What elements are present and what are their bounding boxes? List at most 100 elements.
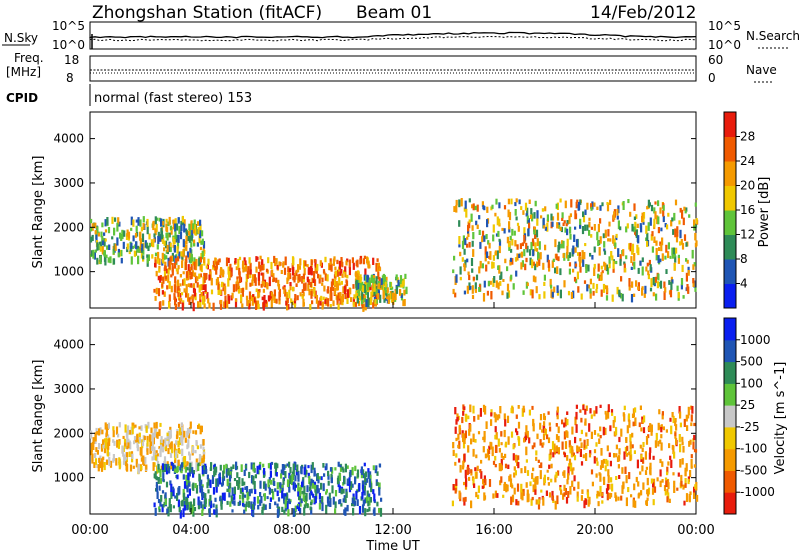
echo-cell [580, 461, 584, 466]
echo-cell [183, 500, 186, 509]
echo-cell [323, 473, 326, 477]
echo-cell [164, 261, 167, 268]
echo-cell [101, 459, 104, 468]
echo-cell [145, 242, 148, 249]
echo-cell [128, 430, 131, 435]
echo-cell [130, 227, 133, 231]
echo-cell [608, 452, 611, 457]
echo-cell [293, 303, 297, 308]
echo-cell [195, 463, 198, 472]
echo-cell [384, 297, 387, 301]
echo-cell [202, 439, 205, 446]
echo-cell [146, 439, 149, 447]
echo-cell [368, 506, 371, 512]
echo-cell [510, 198, 513, 205]
echo-cell [595, 283, 599, 289]
echo-cell [189, 247, 192, 254]
echo-cell [373, 507, 376, 516]
echo-cell [633, 483, 636, 491]
echo-cell [688, 214, 691, 218]
echo-cell [553, 451, 556, 455]
echo-cell [490, 412, 493, 417]
echo-cell [463, 498, 466, 506]
echo-cell [585, 499, 588, 505]
echo-cell [220, 502, 223, 510]
echo-cell [200, 253, 203, 260]
echo-cell [334, 490, 338, 497]
echo-cell [470, 438, 473, 445]
nave-label: Nave [746, 63, 777, 77]
echo-cell [534, 476, 537, 483]
echo-cell [153, 446, 156, 456]
echo-cell [482, 478, 485, 485]
echo-cell [209, 479, 212, 488]
echo-cell [599, 473, 602, 482]
echo-cell [478, 229, 481, 235]
echo-cell [161, 504, 164, 513]
echo-cell [483, 206, 486, 211]
echo-cell [346, 258, 349, 263]
echo-cell [255, 256, 258, 262]
echo-cell [532, 240, 535, 247]
echo-cell [401, 281, 404, 288]
echo-cell [213, 509, 216, 515]
echo-cell [169, 225, 173, 231]
echo-cell [541, 208, 544, 212]
echo-cell [649, 287, 653, 292]
echo-cell [604, 262, 607, 271]
echo-cell [664, 287, 667, 293]
echo-cell [336, 259, 339, 265]
echo-cell [560, 243, 563, 249]
echo-cell [224, 300, 227, 308]
echo-cell [650, 234, 653, 241]
echo-cell [630, 494, 633, 498]
echo-cell [597, 273, 600, 278]
echo-cell [262, 281, 265, 287]
echo-cell [213, 467, 216, 472]
echo-cell [639, 405, 642, 410]
echo-cell [238, 267, 241, 275]
echo-cell [602, 426, 605, 436]
echo-cell [170, 462, 173, 470]
echo-cell [152, 241, 155, 248]
echo-cell [286, 479, 290, 487]
freq-top-tick: 18 [64, 53, 79, 67]
echo-cell [688, 441, 691, 447]
echo-cell [107, 434, 110, 438]
echo-cell [346, 504, 349, 512]
echo-cell [172, 237, 175, 245]
echo-cell [333, 288, 336, 296]
echo-cell [606, 203, 610, 212]
echo-cell [483, 495, 487, 500]
echo-cell [542, 425, 545, 431]
echo-cell [606, 492, 609, 501]
echo-cell [263, 493, 266, 501]
echo-cell [97, 464, 100, 472]
echo-cell [618, 448, 621, 455]
echo-cell [596, 231, 599, 241]
echo-cell [633, 293, 636, 297]
echo-cell [146, 254, 149, 258]
echo-cell [644, 470, 648, 475]
echo-cell [94, 453, 97, 458]
echo-cell [529, 289, 532, 296]
echo-cell [641, 287, 644, 296]
echo-cell [515, 454, 518, 463]
echo-cell [363, 274, 366, 281]
echo-cell [674, 199, 678, 206]
echo-cell [579, 266, 582, 273]
echo-cell [227, 266, 230, 275]
echo-cell [199, 219, 202, 226]
echo-cell [250, 501, 253, 509]
echo-cell [610, 477, 613, 483]
echo-cell [671, 444, 674, 450]
echo-cell [672, 472, 675, 476]
echo-cell [138, 426, 141, 430]
echo-cell [684, 478, 687, 484]
echo-cell [226, 478, 229, 487]
echo-cell [354, 476, 357, 482]
echo-cell [284, 464, 287, 468]
echo-cell [139, 219, 142, 227]
echo-cell [336, 477, 340, 485]
